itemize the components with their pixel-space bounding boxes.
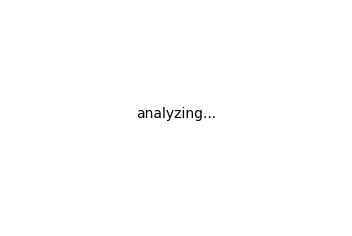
Text: analyzing...: analyzing...	[136, 107, 216, 121]
